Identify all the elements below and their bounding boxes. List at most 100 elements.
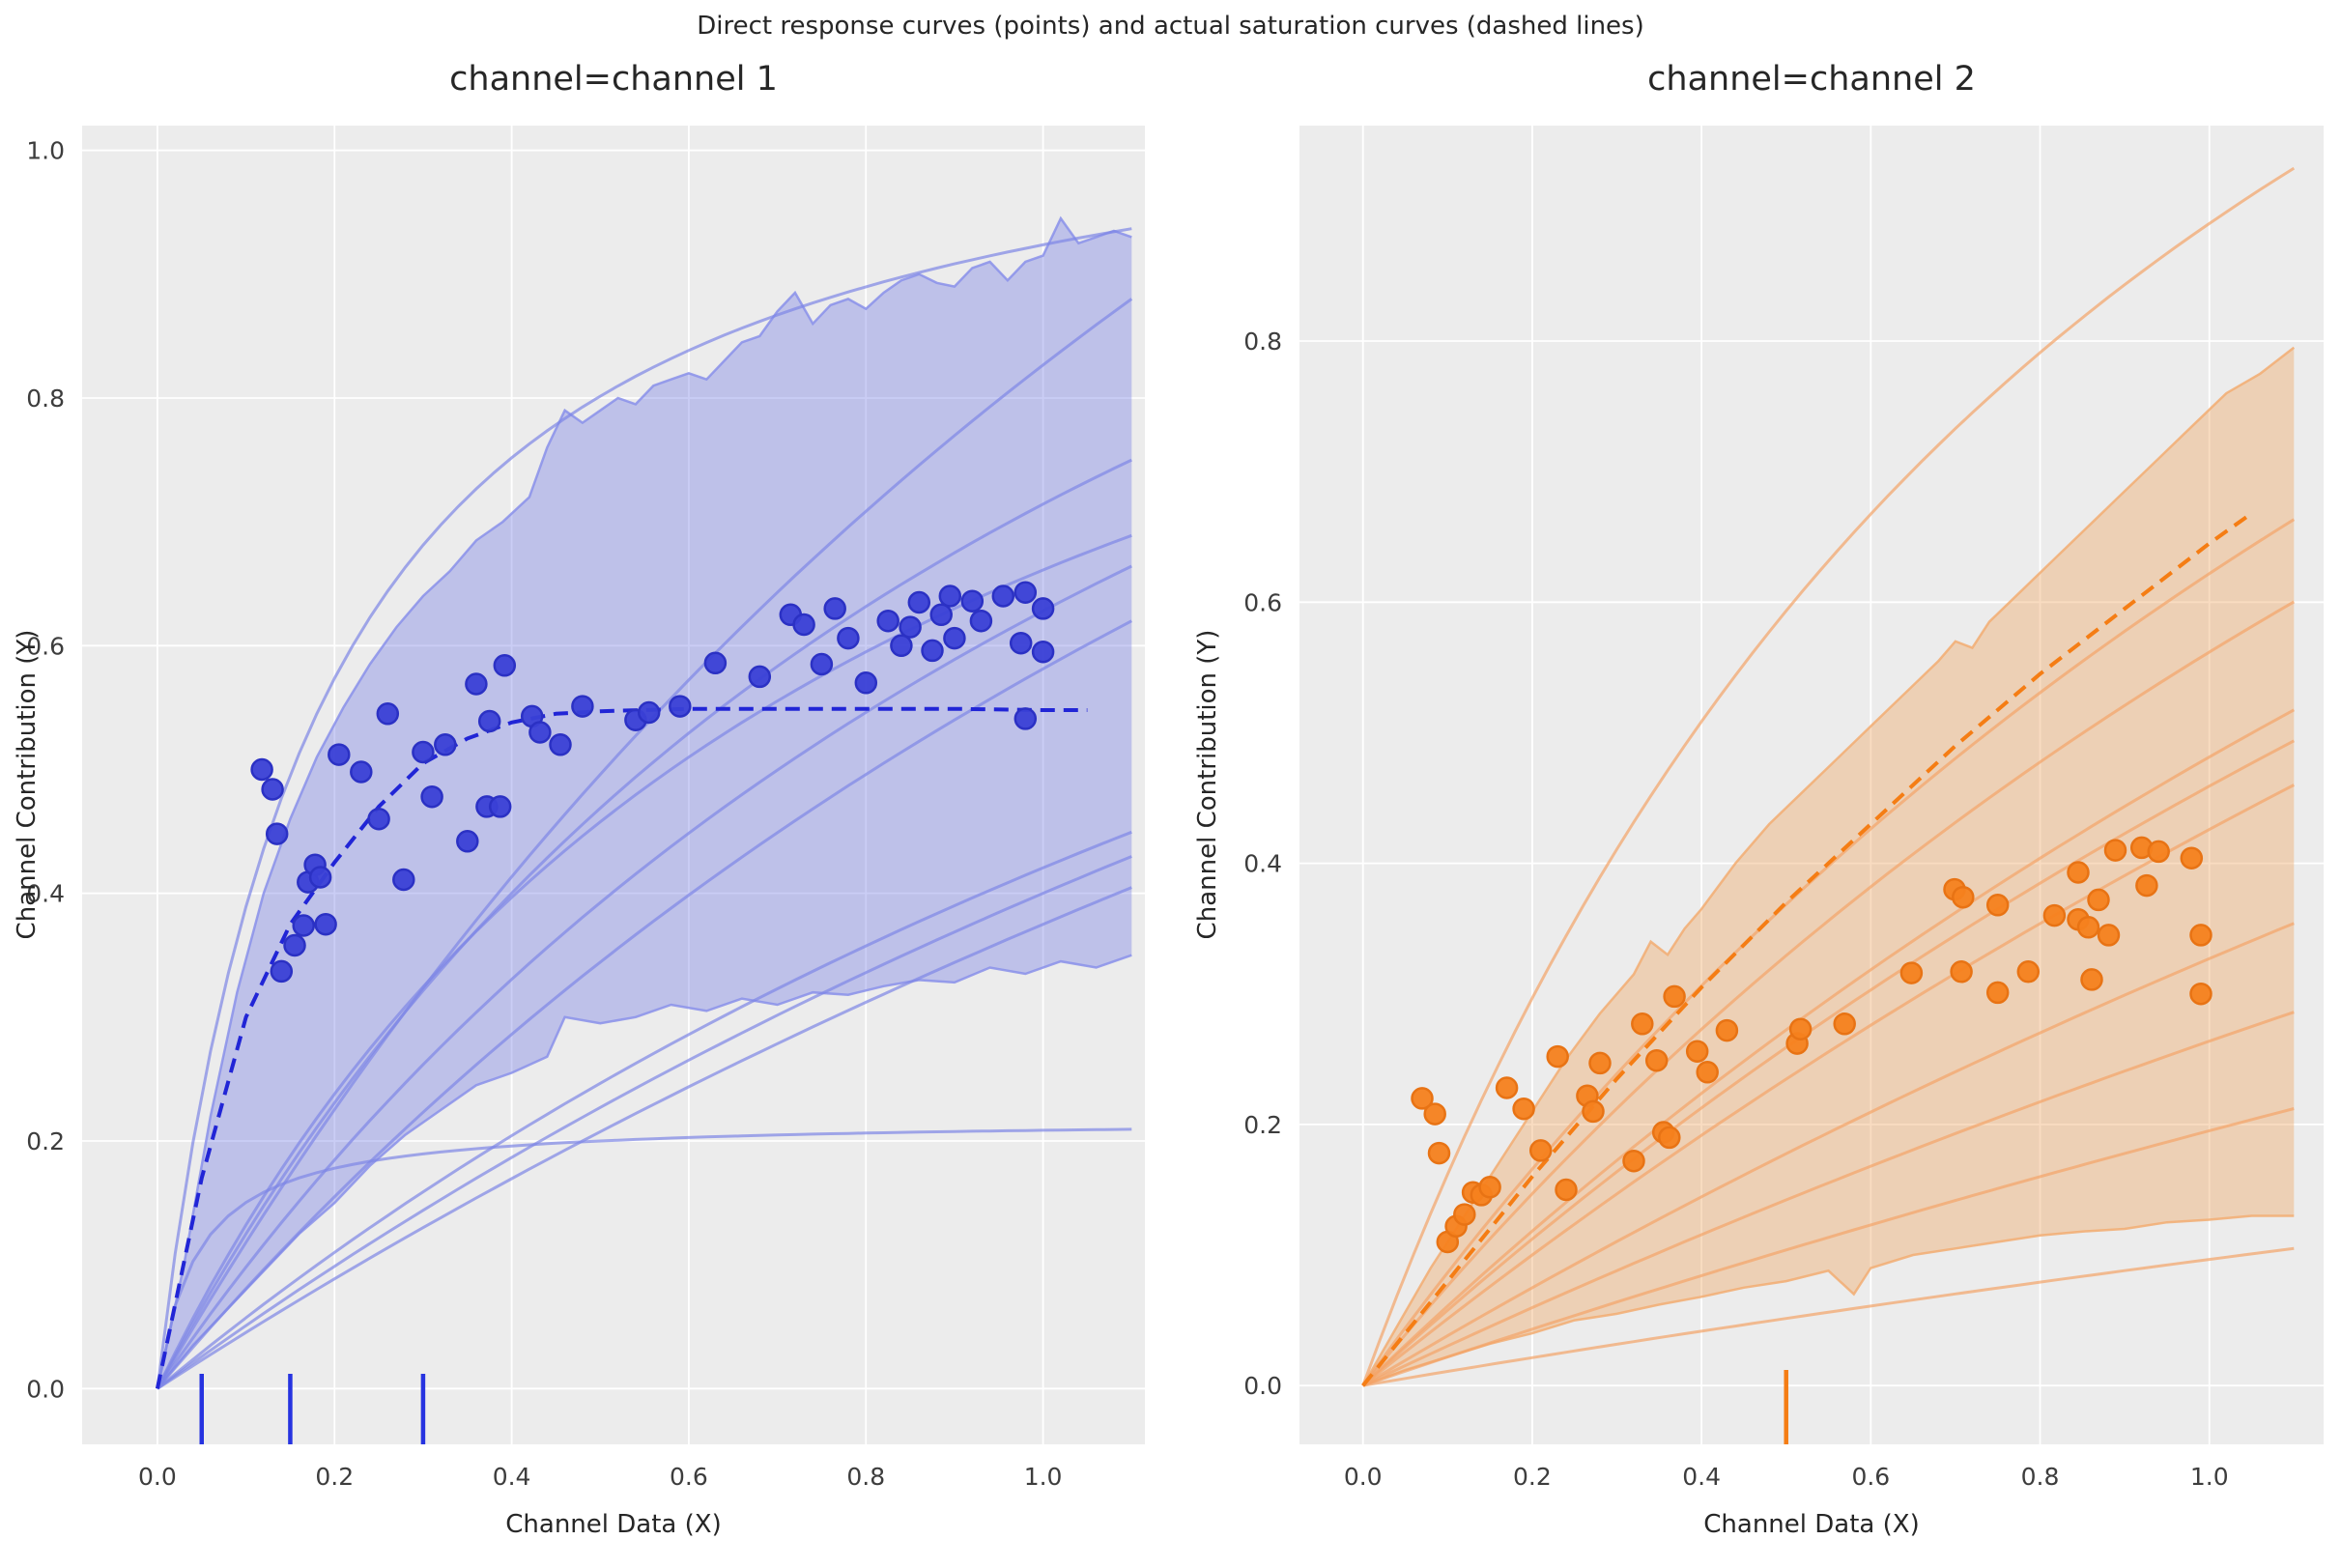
data-point <box>823 597 846 620</box>
x-tick-label: 0.2 <box>1513 1463 1552 1491</box>
data-point <box>1950 960 1973 984</box>
data-point <box>465 672 488 696</box>
data-point <box>876 609 899 633</box>
response-curve <box>157 855 1132 1390</box>
uncertainty-band <box>157 218 1132 1389</box>
data-point <box>938 584 962 608</box>
actual-saturation-dashed-line <box>155 706 1088 1389</box>
data-point <box>1013 707 1038 730</box>
data-point <box>748 665 772 689</box>
data-point <box>2080 968 2103 991</box>
data-point <box>1985 981 2010 1005</box>
data-point <box>1952 885 1975 909</box>
data-point <box>265 822 289 845</box>
data-point <box>703 651 728 675</box>
data-point <box>1546 1044 1569 1069</box>
data-point <box>528 721 552 744</box>
data-point <box>1453 1203 1476 1226</box>
data-point <box>1588 1051 1612 1075</box>
panel-1-xlabel: Channel Data (X) <box>505 1510 722 1539</box>
band-top-edge <box>1361 346 2296 1386</box>
data-point <box>270 959 294 984</box>
data-point <box>2076 916 2100 939</box>
data-point <box>308 866 332 889</box>
data-point <box>1512 1097 1535 1121</box>
data-point <box>2016 960 2041 984</box>
data-point <box>2042 903 2067 927</box>
channel-2-plot: 0.0 0.2 0.4 0.6 0.8 1.0 0.0 0.2 0.4 0.6 0.8 <box>1243 126 2324 1491</box>
response-curve <box>1361 600 2296 1387</box>
response-curve <box>1362 1011 2295 1387</box>
data-point <box>2180 846 2204 870</box>
data-point <box>488 795 512 818</box>
data-point <box>250 757 273 782</box>
data-point <box>477 709 501 733</box>
data-point <box>792 613 815 637</box>
y-tick-label: 0.6 <box>26 632 65 660</box>
panel-1-ylabel: Channel Contribution (Y) <box>13 629 42 940</box>
x-tick-label: 0.4 <box>1682 1463 1721 1491</box>
data-point <box>1631 1012 1654 1036</box>
data-point <box>1899 961 1924 984</box>
data-point <box>456 830 479 853</box>
response-curve <box>156 830 1132 1390</box>
x-tick-label: 0.8 <box>2021 1463 2060 1491</box>
data-point <box>412 740 435 764</box>
data-point <box>1658 1126 1681 1150</box>
data-point <box>1031 640 1055 664</box>
data-point <box>1985 894 2010 917</box>
data-point <box>854 671 878 695</box>
scatter-points-layer <box>250 581 1055 984</box>
y-tick-label: 0.0 <box>1243 1372 1282 1400</box>
data-point <box>2103 839 2127 862</box>
y-tick-label: 1.0 <box>26 137 65 165</box>
axes-background <box>82 126 1145 1444</box>
data-point <box>292 914 315 937</box>
data-point <box>837 626 860 650</box>
response-curve <box>157 886 1132 1390</box>
data-point <box>1013 581 1038 604</box>
data-point <box>1685 1040 1709 1063</box>
data-point <box>929 603 953 627</box>
data-point <box>261 778 284 801</box>
y-tick-label: 0.8 <box>26 385 65 413</box>
data-point <box>392 868 415 892</box>
y-tick-label: 0.0 <box>26 1375 65 1403</box>
data-point <box>1788 1017 1813 1041</box>
response-curve <box>1361 166 2296 1386</box>
channel-1-plot: 0.0 0.2 0.4 0.6 0.8 1.0 0.0 0.2 0.4 0.6 0.8 1.0 <box>26 126 1145 1491</box>
data-point <box>1411 1087 1434 1110</box>
band-top-edge <box>156 215 1132 1389</box>
figure-suptitle: Direct response curves (points) and actu… <box>697 12 1644 41</box>
data-point <box>969 609 993 633</box>
response-curve <box>156 1127 1132 1389</box>
data-point <box>1582 1099 1605 1124</box>
data-point <box>1427 1141 1451 1165</box>
data-point <box>367 807 390 831</box>
tick-labels: 0.0 0.2 0.4 0.6 0.8 1.0 0.0 0.2 0.4 0.6 0.8 1.0 <box>26 137 1062 1491</box>
response-curve <box>1362 1107 2295 1387</box>
data-point <box>899 615 922 639</box>
y-tick-label: 0.4 <box>26 880 65 908</box>
x-tick-label: 1.0 <box>2190 1463 2229 1491</box>
data-point <box>2067 861 2090 884</box>
data-point <box>434 733 457 756</box>
response-curves-layer <box>156 227 1133 1390</box>
data-point <box>669 695 692 718</box>
response-curve <box>156 227 1132 1389</box>
data-point <box>2189 924 2213 947</box>
response-curves-layer <box>1361 166 2296 1387</box>
panel-2-xlabel: Channel Data (X) <box>1703 1510 1920 1539</box>
data-point <box>493 654 517 677</box>
data-point <box>283 933 306 957</box>
data-point <box>1644 1048 1669 1072</box>
y-tick-label: 0.6 <box>1243 588 1282 616</box>
data-point <box>1495 1076 1519 1099</box>
data-point <box>376 702 400 726</box>
data-point <box>2097 924 2121 947</box>
data-point <box>350 760 373 784</box>
data-point <box>420 784 443 809</box>
x-tick-label: 0.4 <box>493 1463 531 1491</box>
data-point <box>314 912 337 936</box>
